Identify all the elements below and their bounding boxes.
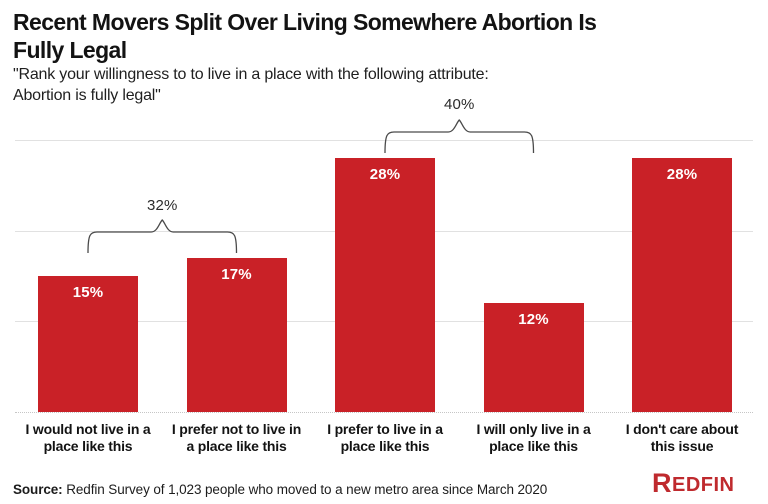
- axis-label-line: place like this: [43, 438, 133, 454]
- axis-category-label-2: I prefer not to live in a place like this: [159, 421, 315, 455]
- axis-category-label-4: I will only live in a place like this: [456, 421, 612, 455]
- bracket-40%: [384, 119, 535, 154]
- axis-label-line: place like this: [340, 438, 430, 454]
- title-line-1: Recent Movers Split Over Living Somewher…: [13, 9, 597, 35]
- source-label: Source:: [13, 482, 63, 497]
- subtitle-line-2: Abortion is fully legal": [13, 87, 161, 104]
- redfin-logo-initial: R: [652, 468, 672, 498]
- title-line-2: Fully Legal: [13, 37, 127, 63]
- axis-label-line: place like this: [489, 438, 578, 454]
- axis-category-label-5: I don't care about this issue: [604, 421, 760, 455]
- axis-category-label-3: I prefer to live in a place like this: [307, 421, 463, 455]
- source-note: Source: Redfin Survey of 1,023 people wh…: [13, 482, 547, 497]
- bracket-label-32%: 32%: [146, 197, 178, 214]
- axis-label-line: this issue: [650, 438, 714, 454]
- page-title: Recent Movers Split Over Living Somewher…: [13, 8, 753, 64]
- subtitle-line-1: "Rank your willingness to to live in a p…: [13, 66, 489, 83]
- bar-value-label: 28%: [666, 166, 698, 184]
- axis-label-line: a place like this: [186, 438, 287, 454]
- axis-label-line: I would not live in a: [25, 421, 151, 437]
- bar-2: 17%: [186, 257, 287, 412]
- x-axis-baseline: [15, 412, 753, 413]
- bar-1: 15%: [38, 276, 138, 412]
- bar-value-label: 28%: [369, 166, 401, 184]
- axis-label-line: I don't care about: [625, 421, 739, 437]
- bar-value-label: 17%: [221, 265, 252, 283]
- bar-5: 28%: [632, 158, 732, 412]
- bracket-32%: [87, 219, 238, 254]
- chart-subtitle: "Rank your willingness to to live in a p…: [13, 64, 753, 106]
- axis-label-line: I will only live in a: [476, 421, 591, 437]
- gridline-30pct: [15, 140, 753, 141]
- bar-4: 12%: [483, 303, 584, 412]
- bar-value-label: 15%: [72, 284, 104, 301]
- bar-value-label: 12%: [518, 311, 549, 329]
- axis-label-line: I prefer to live in a: [327, 421, 443, 437]
- axis-category-label-1: I would not live in a place like this: [10, 421, 166, 455]
- redfin-logo: REDFIN: [652, 468, 735, 500]
- bar-3: 28%: [335, 158, 435, 412]
- axis-label-line: I prefer not to live in: [171, 421, 302, 437]
- bracket-label-40%: 40%: [443, 96, 475, 113]
- source-text: Redfin Survey of 1,023 people who moved …: [62, 482, 548, 497]
- redfin-logo-rest: EDFIN: [672, 474, 735, 496]
